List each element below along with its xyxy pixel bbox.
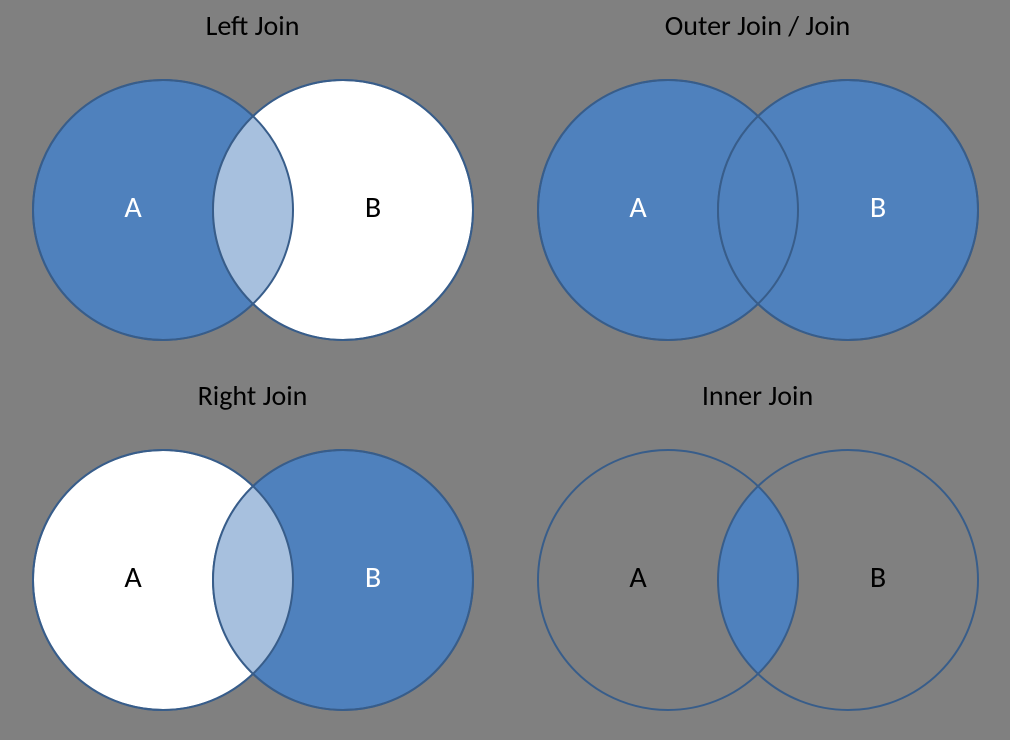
venn-outer-join: A B xyxy=(518,50,998,370)
label-a: A xyxy=(124,189,142,226)
panel-right-join: Right Join A B xyxy=(0,370,505,740)
label-a: A xyxy=(629,189,647,226)
venn-grid: Left Join A B Outer Join / Join A xyxy=(0,0,1010,740)
panel-left-join: Left Join A B xyxy=(0,0,505,370)
label-b: B xyxy=(869,559,885,596)
label-a: A xyxy=(629,559,647,596)
title-right-join: Right Join xyxy=(0,378,505,413)
overlap xyxy=(718,450,978,710)
label-b: B xyxy=(364,189,380,226)
panel-outer-join: Outer Join / Join A B xyxy=(505,0,1010,370)
venn-inner-join: A B xyxy=(518,420,998,740)
panel-inner-join: Inner Join A B xyxy=(505,370,1010,740)
label-b: B xyxy=(869,189,885,226)
title-left-join: Left Join xyxy=(0,8,505,43)
title-inner-join: Inner Join xyxy=(505,378,1010,413)
label-a: A xyxy=(124,559,142,596)
venn-right-join: A B xyxy=(13,420,493,740)
venn-left-join: A B xyxy=(13,50,493,370)
label-b: B xyxy=(364,559,380,596)
title-outer-join: Outer Join / Join xyxy=(505,8,1010,43)
